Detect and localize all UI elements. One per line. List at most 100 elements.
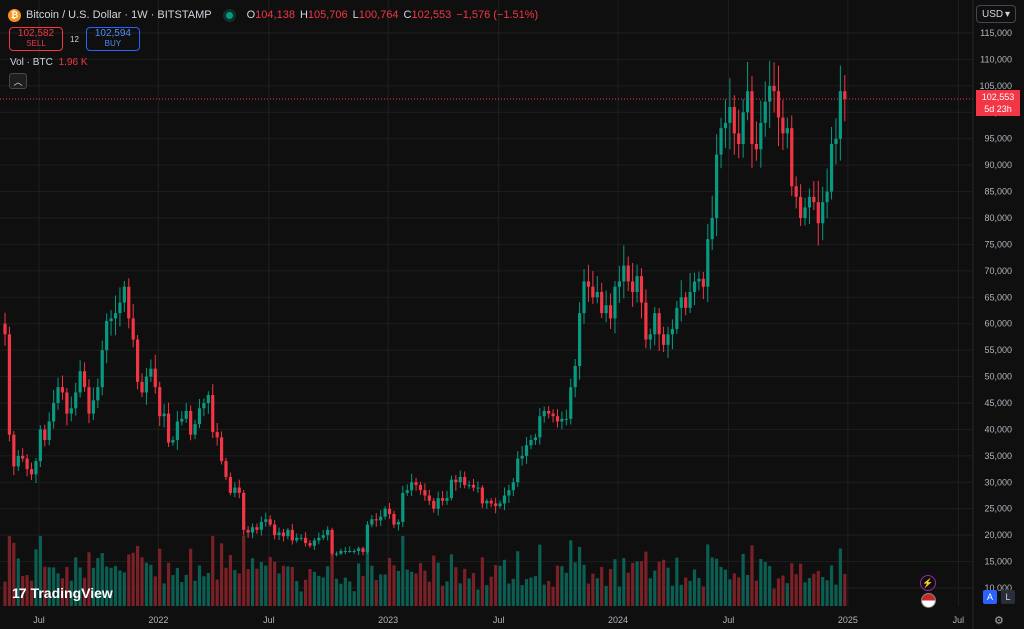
- candle-body: [215, 432, 219, 438]
- candle-body: [542, 410, 546, 417]
- candle-body: [834, 138, 838, 144]
- candle-body: [277, 532, 281, 536]
- volume-bar: [113, 566, 118, 606]
- volume-bar: [286, 566, 290, 606]
- bolt-icon[interactable]: ⚡: [920, 575, 936, 591]
- volume-bar: [330, 536, 334, 606]
- candle-body: [264, 519, 268, 522]
- gear-icon[interactable]: ⚙: [994, 615, 1004, 627]
- spread-value: 12: [70, 34, 79, 44]
- last-price-label: 102,553 5d 23h: [976, 90, 1020, 116]
- volume-bar: [171, 575, 175, 606]
- candle-body: [299, 537, 303, 539]
- close-key: C: [403, 9, 412, 21]
- volume-bar: [745, 574, 750, 606]
- ohlc-values: O104,138 H105,706 L100,764 C102,553 −1,5…: [247, 9, 540, 21]
- candle-body: [821, 202, 825, 224]
- volume-bar: [511, 578, 515, 606]
- candle-body: [432, 500, 436, 509]
- volume-bar: [233, 570, 237, 606]
- candle-body: [750, 91, 754, 144]
- candle-body: [374, 519, 378, 521]
- volume-bar: [339, 583, 343, 606]
- log-scale-button[interactable]: L: [1001, 590, 1015, 604]
- volume-bar: [211, 536, 215, 606]
- volume-bar: [502, 559, 507, 606]
- price-tick-label: 20,000: [984, 530, 1012, 540]
- price-tick-label: 45,000: [984, 398, 1012, 408]
- low-value: 100,764: [358, 9, 399, 21]
- candle-body: [74, 392, 78, 409]
- candle-body: [131, 318, 135, 340]
- volume-bar: [737, 577, 741, 606]
- volume-bar: [719, 566, 723, 606]
- candle-body: [43, 429, 47, 440]
- currency-selector[interactable]: USD ▾: [976, 5, 1016, 23]
- volume-bar: [463, 568, 467, 606]
- candle-body: [476, 487, 480, 489]
- volume-bar: [768, 566, 772, 606]
- volume-bar: [639, 561, 644, 606]
- symbol-title[interactable]: Bitcoin / U.S. Dollar · 1W · BITSTAMP: [26, 9, 212, 21]
- volume-bar: [166, 562, 171, 606]
- candle-body: [657, 313, 661, 335]
- candle-body: [255, 527, 259, 530]
- volume-bar: [688, 580, 692, 606]
- candle-body: [776, 91, 781, 118]
- candle-body: [21, 455, 25, 459]
- price-tick-label: 80,000: [984, 213, 1012, 223]
- volume-bar: [12, 542, 16, 606]
- volume-bar: [405, 569, 409, 606]
- volume-bar: [555, 565, 560, 606]
- volume-bar: [21, 575, 25, 606]
- us-flag-icon[interactable]: [921, 593, 936, 608]
- volume-bar: [219, 543, 224, 606]
- price-tick-label: 95,000: [984, 134, 1012, 144]
- candle-body: [617, 281, 621, 287]
- candle-body: [458, 477, 462, 483]
- sell-price: 102,582: [17, 28, 55, 39]
- candle-body: [498, 503, 502, 507]
- candle-body: [436, 498, 440, 509]
- price-tick-label: 90,000: [984, 160, 1012, 170]
- candle-body: [7, 334, 12, 435]
- collapse-legend-icon[interactable]: ︿: [9, 73, 27, 89]
- candle-body: [582, 281, 586, 314]
- candle-body: [158, 387, 162, 417]
- candle-body: [312, 540, 316, 546]
- candle-body: [666, 334, 670, 345]
- volume-bar: [533, 576, 537, 606]
- volume-bar: [365, 536, 370, 606]
- volume-bar: [184, 574, 188, 606]
- candle-body: [586, 281, 591, 287]
- time-tick-label: 2022: [148, 615, 168, 625]
- volume-bar: [679, 584, 683, 606]
- volume-bar: [242, 536, 246, 606]
- candle-body: [573, 366, 577, 388]
- volume-bar: [454, 567, 458, 606]
- volume-bar: [670, 585, 675, 606]
- price-tick-label: 30,000: [984, 477, 1012, 487]
- volume-bar: [410, 571, 414, 606]
- market-status-icon[interactable]: [225, 11, 233, 19]
- volume-legend[interactable]: Vol · BTC 1.96 K: [10, 57, 88, 68]
- time-tick-label: 2025: [838, 615, 858, 625]
- sell-button[interactable]: 102,582 SELL: [9, 27, 63, 51]
- volume-bar: [47, 567, 51, 606]
- volume-bar: [228, 555, 233, 606]
- candle-body: [268, 519, 272, 525]
- candle-body: [65, 392, 69, 414]
- auto-scale-button[interactable]: A: [983, 590, 997, 604]
- candle-body: [485, 500, 489, 504]
- candle-body: [3, 323, 7, 335]
- volume-bar: [622, 558, 626, 606]
- volume-bar: [153, 576, 157, 606]
- candle-body: [697, 278, 701, 282]
- tradingview-logo[interactable]: 17 TradingView: [12, 585, 113, 601]
- buy-button[interactable]: 102,594 BUY: [85, 27, 140, 51]
- volume-bar: [65, 567, 69, 606]
- volume-bar: [684, 577, 688, 606]
- candle-body: [427, 495, 431, 501]
- candle-body: [741, 112, 745, 144]
